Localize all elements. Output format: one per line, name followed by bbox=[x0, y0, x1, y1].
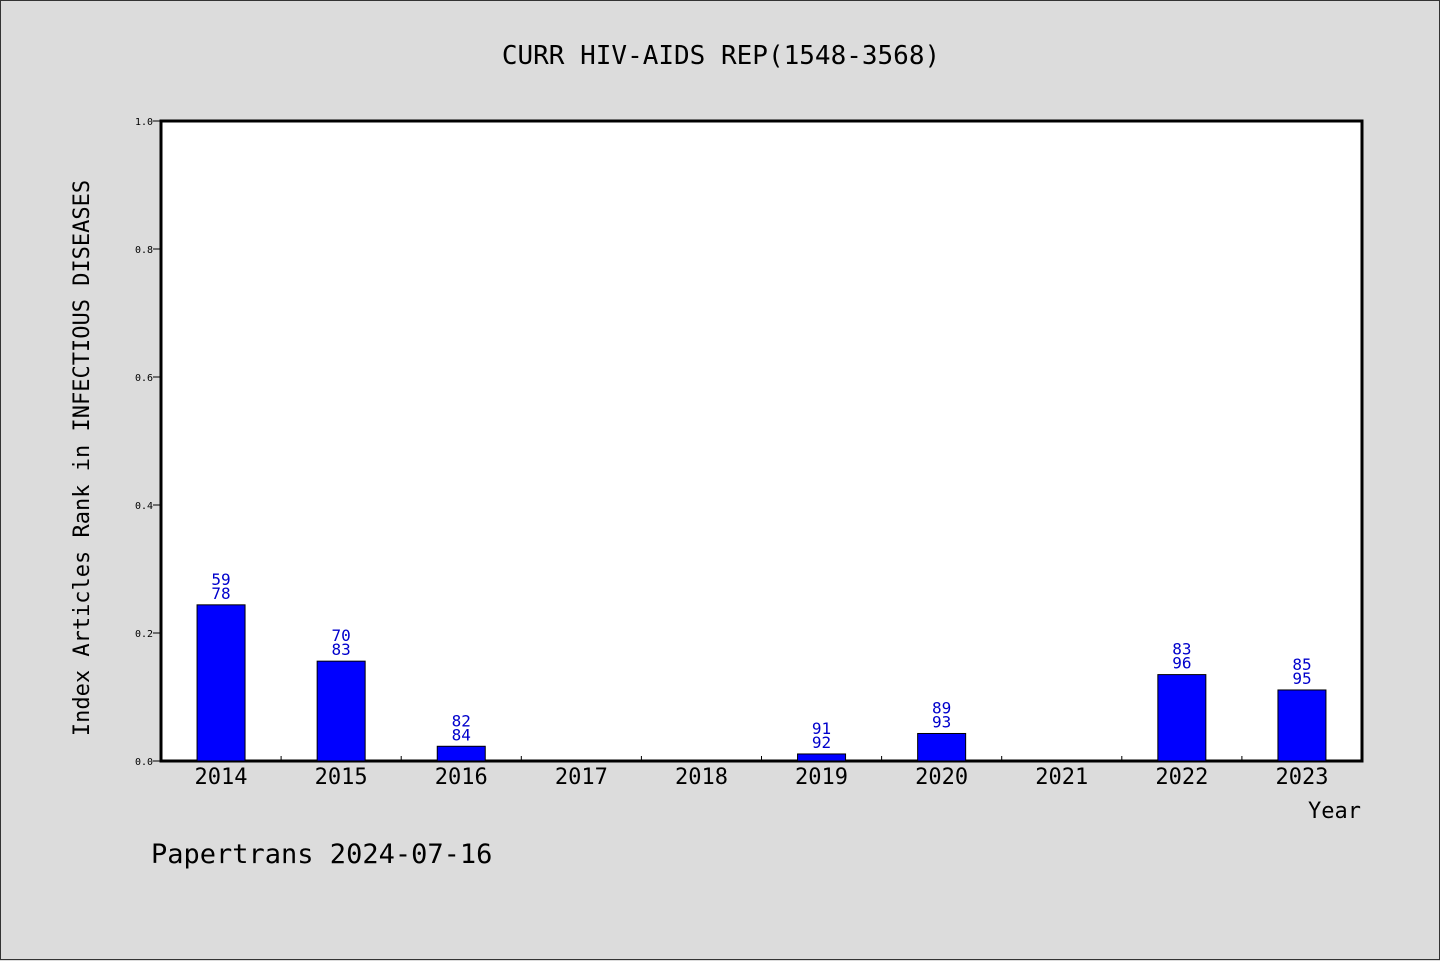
x-tick-label: 2021 bbox=[1035, 765, 1088, 790]
chart-title: CURR HIV-AIDS REP(1548-3568) bbox=[502, 41, 940, 71]
bar-label-top: 85 bbox=[1292, 655, 1311, 674]
y-tick-label: 0.0 bbox=[135, 757, 153, 768]
bar-label-bottom: 96 bbox=[1172, 654, 1191, 673]
bar-label-top: 59 bbox=[211, 570, 230, 589]
bar-label-top: 82 bbox=[452, 711, 471, 730]
bar-label-bottom: 92 bbox=[812, 733, 831, 752]
bar-label-top: 83 bbox=[1172, 640, 1191, 659]
x-tick-label: 2019 bbox=[795, 765, 848, 790]
x-tick-label: 2017 bbox=[555, 765, 608, 790]
bar-label-top: 70 bbox=[332, 626, 351, 645]
x-tick-label: 2015 bbox=[315, 765, 368, 790]
x-tick-label: 2022 bbox=[1155, 765, 1208, 790]
y-tick-label: 1.0 bbox=[135, 117, 153, 128]
x-tick-label: 2016 bbox=[435, 765, 488, 790]
y-tick-label: 0.6 bbox=[135, 373, 153, 384]
x-axis-label: Year bbox=[1308, 799, 1361, 824]
y-tick-label: 0.8 bbox=[135, 245, 153, 256]
bar-label-top: 89 bbox=[932, 698, 951, 717]
bar bbox=[1157, 674, 1207, 762]
x-tick-label: 2023 bbox=[1275, 765, 1328, 790]
bar-label-bottom: 83 bbox=[332, 640, 351, 659]
x-tick-label: 2020 bbox=[915, 765, 968, 790]
x-tick-label: 2014 bbox=[195, 765, 248, 790]
bar bbox=[917, 732, 967, 762]
x-axis: 2014 2015 2016 2017 2018 2019 2020 2021 2022 2023 bbox=[195, 756, 1328, 790]
bar-label-bottom: 84 bbox=[452, 725, 471, 744]
bar bbox=[436, 745, 486, 762]
bar-label-bottom: 78 bbox=[211, 584, 230, 603]
y-axis-label: Index Articles Rank in INFECTIOUS DISEAS… bbox=[70, 180, 95, 736]
bar bbox=[1277, 689, 1327, 762]
bar bbox=[316, 660, 366, 762]
y-tick-label: 0.2 bbox=[135, 629, 153, 640]
plot-area bbox=[159, 119, 1364, 763]
y-axis: 0.0 0.2 0.4 0.6 0.8 1.0 bbox=[135, 117, 161, 768]
bar-label-bottom: 95 bbox=[1292, 669, 1311, 688]
x-tick-label: 2018 bbox=[675, 765, 728, 790]
bar-label-bottom: 93 bbox=[932, 712, 951, 731]
footer-credit: Papertrans 2024-07-16 bbox=[151, 839, 492, 870]
bar bbox=[196, 604, 246, 762]
bar-label-top: 91 bbox=[812, 719, 831, 738]
bar bbox=[797, 753, 847, 762]
y-tick-label: 0.4 bbox=[135, 501, 153, 512]
